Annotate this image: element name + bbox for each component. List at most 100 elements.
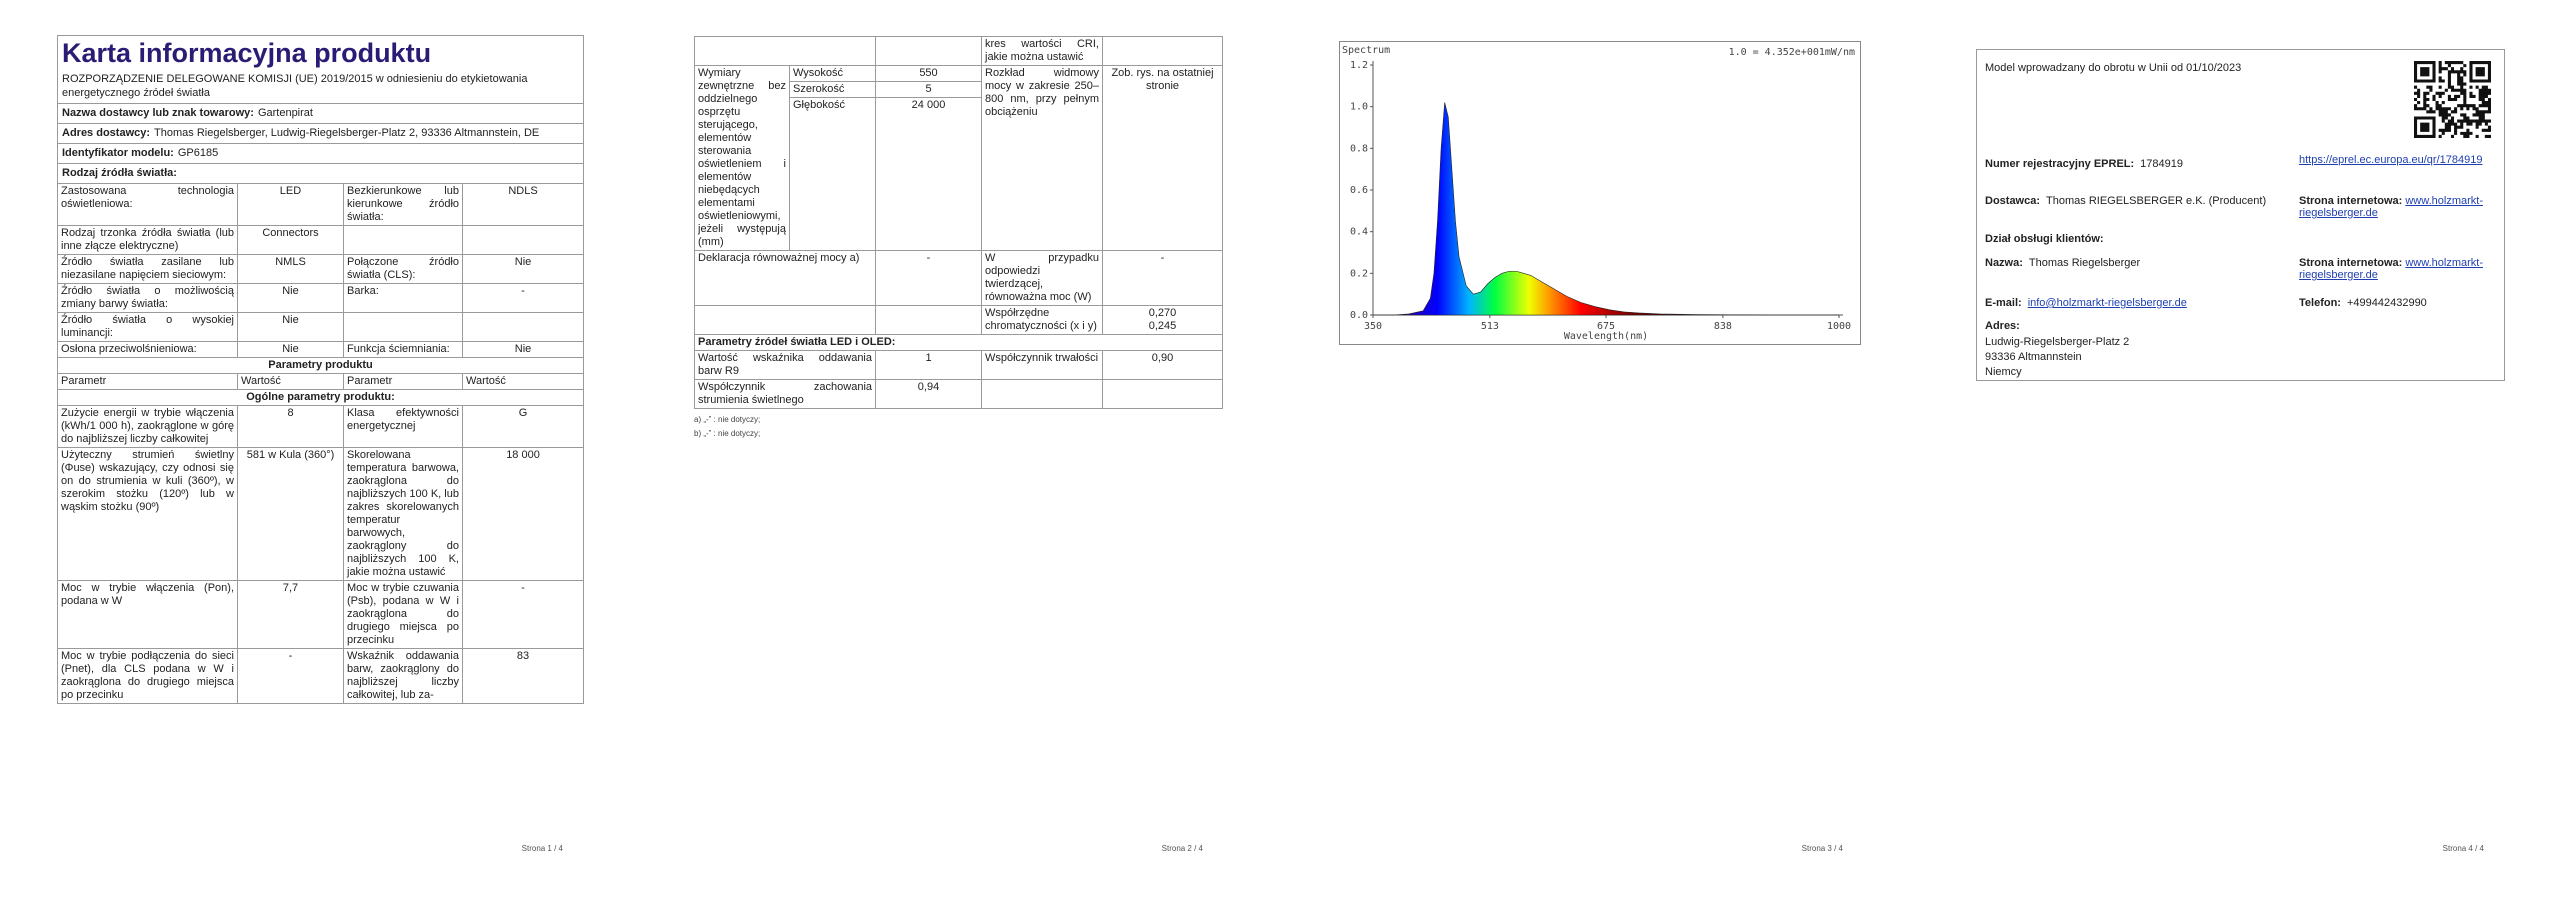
field-label: Strona internetowa: — [2299, 257, 2403, 269]
table-cell: Zob. rys. na ostatniej stronie — [1102, 65, 1223, 251]
regulation: ROZPORZĄDZENIE DELEGOWANE KOMISJI (UE) 2… — [62, 73, 528, 99]
table-cell: Deklaracja równoważnej mocy a) — [694, 250, 876, 306]
field: Adres: — [1985, 320, 2020, 332]
table-cell: Parametry źródeł światła LED i OLED: — [694, 334, 1223, 351]
y-tick-label: 0.0 — [1350, 310, 1368, 321]
table-cell: 0,94 — [875, 379, 982, 409]
table-row: kres wartości CRI, jakie można ustawić — [694, 36, 1223, 66]
field: Dostawca: Thomas RIEGELSBERGER e.K. (Prod… — [1985, 195, 2266, 207]
table-cell: Osłona przeciwolśnieniowa: — [57, 341, 238, 358]
table-row: Karta informacyjna produktu ROZPORZĄDZENI… — [57, 35, 585, 104]
table-cell: Wysokość — [789, 65, 876, 82]
table-cell: Moc w trybie czuwania (Psb), podana w W … — [343, 580, 463, 649]
table-cell: Rozkład widmowy mocy w zakresie 250–800 … — [981, 65, 1103, 251]
field-value: Thomas RIEGELSBERGER e.K. (Producent) — [2046, 195, 2267, 207]
table-row: Parametry produktu — [57, 357, 585, 374]
document-title: Karta informacyjna produktu — [62, 38, 432, 68]
spectrum-chart: Spectrum 1.0 = 4.352e+001mW/nm Wavelength(… — [1339, 41, 1861, 345]
field-label: Rodzaj źródła światła: — [62, 167, 177, 179]
table-cell: 8 — [237, 405, 344, 448]
table-cell: 0,270 0,245 — [1102, 305, 1223, 335]
table-row: Współczynnik zachowania strumienia świet… — [694, 379, 1223, 409]
table-cell: Nazwa dostawcy lub znak towarowy: Gartenp… — [57, 103, 585, 124]
eprel-link[interactable]: https://eprel.ec.europa.eu/qr/1784919 — [2299, 154, 2483, 166]
table-cell: Zastosowana technologia oświetleniowa: — [57, 183, 238, 226]
spec-table: kres wartości CRI, jakie można ustawić Wy… — [694, 36, 1223, 409]
table-cell: - — [237, 648, 344, 704]
table-row: Źródło światła o wysokiej luminancji: Nie — [57, 312, 585, 342]
website-link[interactable]: www.holzmarkt-riegelsberger.de — [2299, 195, 2483, 219]
qr-modules — [2414, 61, 2491, 138]
y-tick-label: 0.2 — [1350, 268, 1368, 279]
table-cell: Wartość — [237, 373, 344, 390]
table-cell: Nie — [237, 341, 344, 358]
table-cell: - — [875, 250, 982, 306]
table-cell: Adres dostawcy: Thomas Riegelsberger, Lud… — [57, 123, 585, 144]
address-line: Ludwig-Riegelsberger-Platz 2 — [1985, 336, 2130, 348]
table-cell: Bezkierunkowe lub kierunkowe źródło świa… — [343, 183, 463, 226]
table-cell: LED — [237, 183, 344, 226]
field: Numer rejestracyjny EPREL: 1784919 — [1985, 158, 2183, 170]
table-cell: kres wartości CRI, jakie można ustawić — [981, 36, 1103, 66]
table-cell: Skorelowana temperatura barwowa, zaokrąg… — [343, 447, 463, 581]
field-label: Identyfikator modelu: — [62, 147, 174, 159]
table-cell — [1102, 36, 1223, 66]
table-row: Osłona przeciwolśnieniowa: Nie Funkcja ści… — [57, 341, 585, 358]
page-number: Strona 3 / 4 — [1801, 844, 1843, 853]
email-link[interactable]: info@holzmarkt-riegelsberger.de — [2027, 297, 2187, 309]
table-cell: - — [461, 283, 585, 313]
table-row: Rodzaj trzonka źródła światła (lub inne … — [57, 225, 585, 255]
table-row: Moc w trybie włączenia (Pon), podana w W… — [57, 580, 585, 649]
intro: Model wprowadzany do obrotu w Unii od 01… — [1985, 62, 2242, 74]
table-row: Parametr Wartość Parametr Wartość — [57, 373, 585, 390]
field: 93336 Altmannstein — [1985, 351, 2082, 363]
page-1: Karta informacyjna produktu ROZPORZĄDZENI… — [57, 35, 585, 840]
service-title: Dział obsługi klientów: — [1985, 233, 2104, 245]
table-cell — [343, 225, 463, 255]
y-tick-label: 0.6 — [1350, 185, 1368, 196]
table-cell: Identyfikator modelu: GP6185 — [57, 143, 585, 164]
table-row: Nazwa dostawcy lub znak towarowy: Gartenp… — [57, 103, 585, 124]
footnote: a) „-” : nie dotyczy; — [694, 415, 761, 424]
page-number: Strona 2 / 4 — [1161, 844, 1203, 853]
qr-code — [2414, 61, 2491, 138]
page-4: Model wprowadzany do obrotu w Unii od 01… — [1976, 49, 2505, 381]
table-cell: Nie — [461, 341, 585, 358]
table-cell: 83 — [461, 648, 585, 704]
table-cell: Moc w trybie podłączenia do sieci (Pnet)… — [57, 648, 238, 704]
table-row: Współrzędne chromatyczności (x i y) 0,270… — [694, 305, 1223, 335]
table-cell: 18 000 — [461, 447, 585, 581]
table-cell: Funkcja ściemniania: — [343, 341, 463, 358]
field-value: 1784919 — [2140, 158, 2183, 170]
table-row: Głębokość 24 000 — [695, 97, 1223, 251]
x-tick-label: 350 — [1364, 321, 1382, 332]
table-cell: Zużycie energii w trybie włączenia (kWh/… — [57, 405, 238, 448]
x-tick-label: 838 — [1714, 321, 1732, 332]
table-cell: Współczynnik zachowania strumienia świet… — [694, 379, 876, 409]
field: Model wprowadzany do obrotu w Unii od 01… — [1985, 62, 2241, 74]
table-cell: Źródło światła o możliwością zmiany barw… — [57, 283, 238, 313]
table-cell — [461, 312, 585, 342]
website-link[interactable]: www.holzmarkt-riegelsberger.de — [2299, 257, 2483, 281]
y-tick-label: 0.4 — [1350, 227, 1368, 238]
field-value: Thomas Riegelsberger — [2028, 257, 2141, 269]
field-label: Dostawca: — [1985, 195, 2041, 207]
address-label: Adres: — [1985, 320, 2020, 332]
table-cell: 0,90 — [1102, 350, 1223, 380]
table-cell: NMLS — [237, 254, 344, 284]
field: Niemcy — [1985, 366, 2022, 378]
table-cell: Współrzędne chromatyczności (x i y) — [981, 305, 1103, 335]
table-cell: Użyteczny strumień świetlny (Φuse) wskaz… — [57, 447, 238, 581]
cell-line: 0,245 — [1148, 320, 1177, 332]
table-cell: Parametry produktu — [57, 357, 585, 374]
field: Strona internetowa: www.holzmarkt-riegel… — [2299, 257, 2499, 281]
field-value: Gartenpirat — [257, 107, 313, 119]
table-cell: Połączone źródło światła (CLS): — [343, 254, 463, 284]
table-cell: Szerokość — [789, 81, 876, 98]
field-value: +499442432990 — [2346, 297, 2427, 309]
field-label: Nazwa: — [1985, 257, 2023, 269]
footnote: b) „-” : nie dotyczy; — [694, 429, 761, 438]
table-cell — [875, 36, 982, 66]
address-line: Niemcy — [1985, 366, 2022, 378]
